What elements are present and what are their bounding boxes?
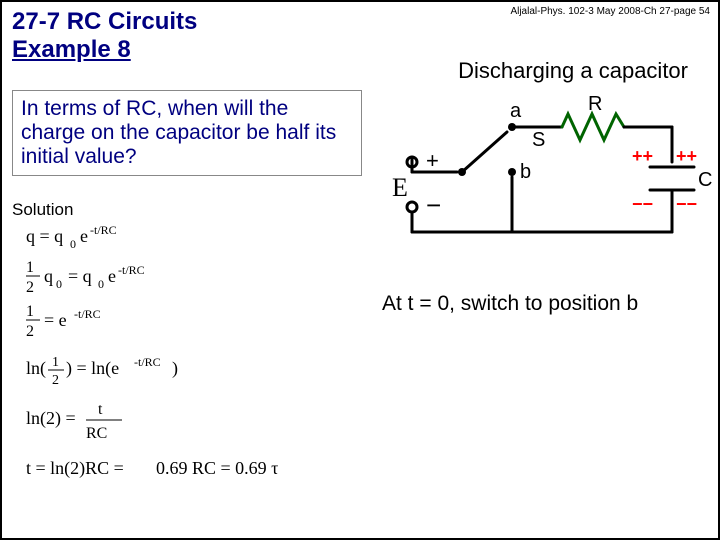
svg-text:ln(2) =: ln(2) =: [26, 408, 76, 429]
subtitle: Discharging a capacitor: [458, 58, 688, 84]
label-R: R: [588, 93, 602, 115]
svg-text:ln(: ln(: [26, 358, 46, 379]
svg-text:-t/RC: -t/RC: [90, 224, 117, 237]
svg-text:= q: = q: [68, 266, 92, 286]
svg-text:0: 0: [70, 237, 76, 251]
label-a: a: [510, 100, 522, 122]
svg-text:): ): [172, 358, 178, 379]
svg-text:−−: −−: [676, 194, 697, 214]
svg-text:++: ++: [632, 146, 653, 166]
svg-text:e: e: [108, 266, 116, 286]
svg-text:1: 1: [52, 355, 59, 370]
svg-text:t: t: [98, 401, 103, 418]
svg-text:-t/RC: -t/RC: [118, 263, 145, 277]
label-C: C: [698, 169, 712, 191]
svg-text:-t/RC: -t/RC: [74, 307, 101, 321]
svg-text:1: 1: [26, 259, 34, 276]
label-S: S: [532, 129, 545, 151]
svg-text:2: 2: [26, 323, 34, 340]
svg-text:0: 0: [56, 277, 62, 291]
svg-text:q: q: [44, 266, 53, 286]
svg-text:0.69 RC = 0.69 τ: 0.69 RC = 0.69 τ: [156, 458, 278, 478]
question-box: In terms of RC, when will the charge on …: [12, 90, 362, 176]
svg-text:e: e: [80, 226, 88, 246]
label-b: b: [520, 161, 531, 183]
svg-text:RC: RC: [86, 425, 107, 442]
label-emf: E: [392, 173, 408, 202]
svg-text:= e: = e: [44, 310, 67, 330]
solution-label: Solution: [12, 200, 73, 220]
svg-text:0: 0: [98, 277, 104, 291]
svg-text:2: 2: [52, 373, 59, 388]
svg-text:-t/RC: -t/RC: [134, 355, 161, 369]
label-plus: +: [426, 148, 439, 173]
page-meta: Aljalal-Phys. 102-3 May 2008-Ch 27-page …: [510, 6, 710, 17]
svg-text:++: ++: [676, 146, 697, 166]
svg-text:q = q: q = q: [26, 226, 63, 246]
svg-text:1: 1: [26, 303, 34, 320]
label-minus: −: [426, 190, 441, 220]
svg-text:t = ln(2)RC =: t = ln(2)RC =: [26, 458, 124, 479]
svg-text:−−: −−: [632, 194, 653, 214]
caption: At t = 0, switch to position b: [382, 292, 638, 316]
svg-text:2: 2: [26, 279, 34, 296]
svg-text:) = ln(e: ) = ln(e: [66, 358, 119, 379]
circuit-diagram: a b S R C E + − ++ ++ −− −−: [392, 92, 712, 262]
equations-block: q = q 0 e -t/RC 1 2 q 0 = q 0 e -t/RC 1 …: [26, 224, 306, 534]
